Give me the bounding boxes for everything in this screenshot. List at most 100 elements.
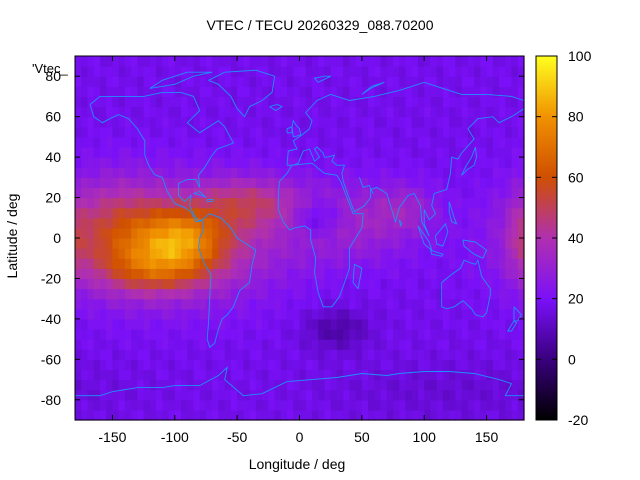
heat-cell — [305, 86, 313, 98]
heat-cell — [237, 207, 244, 219]
heat-cell — [511, 248, 519, 259]
heat-cell — [467, 66, 475, 77]
heat-cell — [399, 106, 407, 118]
heat-cell — [467, 298, 475, 310]
heat-cell — [93, 389, 101, 401]
heat-cell — [156, 187, 163, 199]
heat-cell — [436, 66, 444, 77]
heat-cell — [474, 96, 481, 108]
heat-cell — [330, 318, 338, 330]
heat-cell — [430, 389, 438, 401]
heat-cell — [230, 197, 238, 209]
heat-cell — [118, 268, 126, 280]
heat-cell — [480, 248, 488, 259]
heat-cell — [467, 258, 475, 269]
heat-cell — [318, 207, 326, 219]
key-label: 'Vtec_ — [32, 61, 68, 76]
heat-cell — [355, 298, 363, 310]
heat-cell — [380, 359, 388, 371]
heat-cell — [467, 116, 475, 128]
heat-cell — [162, 379, 170, 391]
heat-cell — [81, 167, 89, 178]
heat-cell — [224, 278, 232, 290]
heat-cell — [218, 147, 226, 158]
heat-cell — [118, 207, 126, 219]
heat-cell — [511, 217, 519, 229]
heat-cell — [324, 278, 332, 290]
heat-cell — [181, 207, 188, 219]
heat-cell — [442, 76, 450, 87]
heat-cell — [343, 379, 350, 391]
heat-cell — [374, 106, 382, 118]
heat-cell — [174, 409, 182, 421]
heat-cell — [386, 147, 394, 158]
heat-cell — [417, 258, 425, 269]
heat-cell — [430, 167, 438, 178]
heat-cell — [305, 318, 313, 330]
heat-cell — [262, 157, 269, 168]
heat-cell — [336, 379, 344, 391]
heat-cell — [118, 217, 126, 229]
heat-cell — [386, 66, 394, 77]
heat-cell — [343, 409, 350, 421]
heat-cell — [361, 147, 369, 158]
heat-cell — [505, 136, 513, 148]
heat-cell — [492, 96, 500, 108]
heat-cell — [467, 268, 475, 280]
heat-cell — [193, 197, 201, 209]
heat-cell — [99, 96, 107, 108]
heat-cell — [193, 116, 201, 128]
heat-cell — [330, 207, 338, 219]
heat-cell — [174, 116, 182, 128]
heat-cell — [205, 288, 213, 300]
heat-cell — [156, 349, 163, 360]
heat-cell — [112, 409, 120, 421]
heat-cell — [149, 399, 157, 411]
heat-cell — [455, 278, 463, 290]
heat-cell — [411, 339, 419, 350]
heat-cell — [455, 197, 463, 209]
heat-cell — [436, 106, 444, 118]
heat-cell — [386, 298, 394, 310]
heat-cell — [218, 56, 226, 67]
heat-cell — [187, 278, 195, 290]
heat-cell — [293, 329, 301, 340]
heat-cell — [255, 56, 263, 67]
heat-cell — [143, 197, 151, 209]
heat-cell — [330, 197, 338, 209]
heat-cell — [106, 217, 114, 229]
heat-cell — [349, 329, 357, 340]
heat-cell — [174, 56, 182, 67]
heat-cell — [243, 379, 251, 391]
heat-cell — [368, 248, 375, 259]
heat-cell — [311, 56, 319, 67]
heat-cell — [399, 278, 407, 290]
heat-cell — [355, 339, 363, 350]
heat-cell — [343, 369, 350, 381]
heat-cell — [311, 177, 319, 189]
heat-cell — [405, 126, 413, 138]
heat-cell — [374, 359, 382, 371]
heat-cell — [417, 136, 425, 148]
heat-cell — [93, 106, 101, 118]
heat-cell — [324, 197, 332, 209]
heat-cell — [417, 76, 425, 87]
heat-cell — [268, 268, 276, 280]
heat-cell — [149, 116, 157, 128]
heat-cell — [511, 379, 519, 391]
heat-cell — [124, 96, 132, 108]
heat-cell — [181, 66, 188, 77]
heat-cell — [324, 126, 332, 138]
heat-cell — [467, 238, 475, 249]
heat-cell — [93, 56, 101, 67]
heat-cell — [330, 409, 338, 421]
heat-cell — [380, 106, 388, 118]
heat-cell — [193, 268, 201, 280]
heat-cell — [499, 399, 506, 411]
heat-cell — [405, 106, 413, 118]
heat-cell — [336, 308, 344, 320]
heat-cell — [112, 126, 120, 138]
heat-cell — [218, 349, 226, 360]
heat-cell — [112, 167, 120, 178]
